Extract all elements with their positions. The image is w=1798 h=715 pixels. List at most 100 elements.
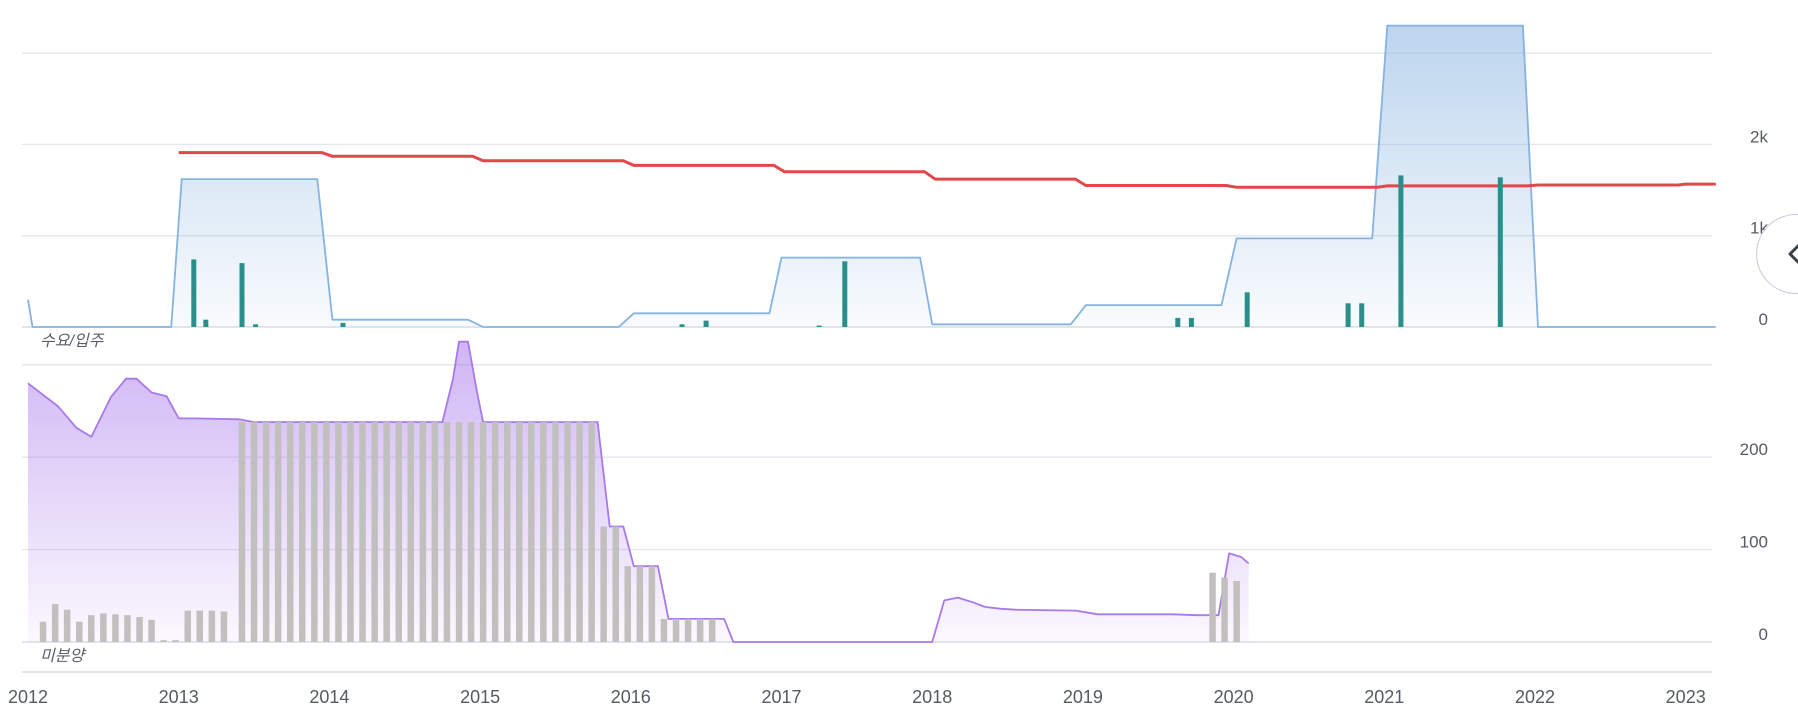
bar	[648, 566, 656, 642]
bar	[136, 617, 143, 642]
bar	[660, 618, 668, 642]
bar	[63, 609, 71, 642]
bar	[1221, 577, 1228, 642]
bar	[588, 422, 595, 642]
bar	[196, 610, 203, 642]
bar	[191, 259, 197, 327]
bar	[419, 422, 427, 642]
bar	[347, 422, 354, 642]
bar	[407, 422, 414, 642]
panel-unsold: 0 100 200 미분양	[22, 340, 1768, 665]
x-tick-label: 2013	[159, 687, 199, 707]
bar	[431, 422, 439, 642]
bar	[287, 422, 294, 642]
area-series-line	[27, 24, 1716, 328]
y-tick-label: 0	[1759, 625, 1768, 644]
bar	[708, 618, 716, 642]
chevron-left-icon	[1788, 243, 1798, 265]
bar	[479, 422, 487, 642]
bar	[624, 566, 631, 642]
bar	[600, 526, 607, 642]
x-tick-label: 2012	[8, 687, 48, 707]
bar	[112, 614, 119, 642]
bar	[552, 422, 559, 642]
bar	[455, 422, 463, 642]
bar	[299, 422, 306, 642]
bar	[528, 422, 535, 642]
bar	[636, 566, 644, 642]
x-tick-label: 2014	[309, 687, 349, 707]
x-tick-label: 2018	[912, 687, 952, 707]
bar	[672, 618, 680, 642]
bar	[576, 422, 583, 642]
bar	[540, 422, 547, 642]
y-tick-label: 200	[1740, 440, 1768, 459]
bar	[1233, 581, 1240, 642]
bar	[76, 621, 83, 642]
bar	[88, 615, 95, 642]
y-tick-label: 2k	[1750, 127, 1768, 146]
bar	[371, 422, 378, 642]
bar	[51, 604, 59, 642]
x-axis: 2012 2013 2014 2015 2016 2017 2018 2019 2020 2021…	[8, 671, 1712, 707]
bar	[335, 422, 342, 642]
bar	[1398, 175, 1404, 327]
bar	[842, 261, 848, 327]
bar	[323, 422, 330, 642]
bar	[220, 611, 228, 642]
bar	[184, 610, 191, 642]
area-series-line	[27, 340, 1250, 643]
bar	[383, 422, 390, 642]
bar	[311, 422, 318, 642]
bar	[504, 422, 511, 642]
bar	[253, 324, 259, 327]
bar	[1209, 572, 1216, 642]
x-tick-label: 2017	[761, 687, 801, 707]
bar	[612, 526, 619, 642]
bar	[516, 422, 523, 642]
area-fill	[28, 341, 1249, 642]
x-tick-label: 2020	[1214, 687, 1254, 707]
bar	[239, 263, 245, 327]
bar	[238, 422, 246, 642]
panel-label: 미분양	[40, 647, 86, 665]
x-tick-label: 2023	[1666, 687, 1706, 707]
area-fill	[28, 25, 1716, 327]
bar	[160, 640, 167, 642]
bar	[1188, 317, 1194, 327]
bar	[262, 422, 270, 642]
bar	[274, 422, 282, 642]
bar	[564, 422, 571, 642]
bar	[467, 422, 475, 642]
bar	[491, 422, 499, 642]
y-tick-label: 100	[1740, 533, 1768, 552]
x-tick-label: 2016	[611, 687, 651, 707]
x-tick-label: 2022	[1515, 687, 1555, 707]
bar	[703, 320, 709, 327]
bar	[443, 422, 451, 642]
bar	[203, 319, 209, 327]
bar	[1175, 317, 1181, 327]
bar	[1497, 177, 1503, 327]
y-tick-label: 0	[1759, 310, 1768, 329]
bar	[696, 618, 704, 642]
bar	[395, 422, 402, 642]
bar	[1244, 292, 1250, 327]
bar	[359, 422, 366, 642]
bar	[1345, 303, 1351, 327]
line-series	[178, 151, 1716, 189]
bar	[816, 325, 822, 327]
x-tick-label: 2021	[1364, 687, 1404, 707]
bar	[679, 324, 685, 327]
bar	[148, 619, 155, 642]
bar	[172, 640, 179, 642]
panel-label: 수요/입주	[40, 332, 105, 350]
bar	[208, 610, 216, 642]
x-tick-label: 2015	[460, 687, 500, 707]
bar	[250, 422, 258, 642]
bar	[1359, 303, 1365, 327]
bar	[340, 322, 346, 327]
bar	[100, 613, 107, 642]
